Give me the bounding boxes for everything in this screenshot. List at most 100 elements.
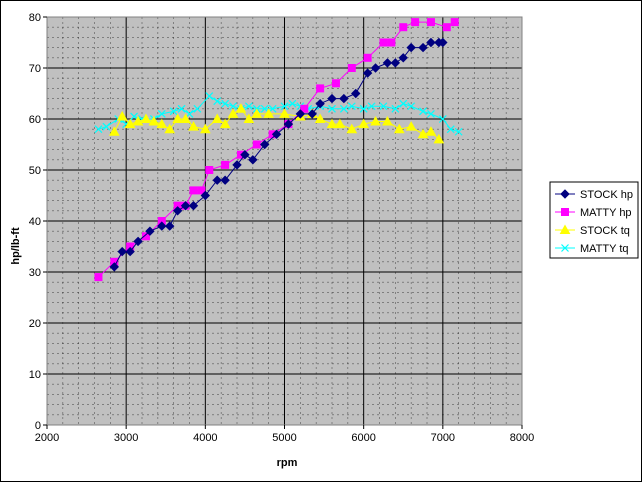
- marker-stroke: [561, 244, 569, 252]
- data-point-stock-tq: [132, 116, 144, 126]
- marker-stroke: [260, 104, 269, 113]
- data-point-matty-tq: [94, 125, 103, 134]
- data-point-stock-tq: [243, 113, 255, 123]
- legend-label-stock-tq: STOCK tq: [580, 225, 630, 237]
- marker-stroke: [359, 104, 368, 113]
- data-point-matty-tq: [438, 115, 447, 123]
- data-point-stock-tq: [116, 110, 128, 121]
- data-point-stock-hp: [315, 98, 325, 109]
- data-point-stock-tq: [425, 126, 437, 136]
- data-point-stock-tq: [393, 123, 405, 134]
- x-tick-label: 5000: [272, 432, 296, 444]
- data-point-matty-hp: [387, 38, 396, 47]
- data-point-matty-tq: [359, 104, 368, 113]
- data-point-stock-hp: [438, 37, 448, 48]
- marker-stroke: [229, 102, 237, 111]
- data-point-matty-hp: [411, 18, 420, 27]
- data-point-matty-hp: [197, 186, 206, 195]
- data-point-stock-tq: [433, 133, 445, 144]
- data-point-stock-hp: [362, 68, 373, 78]
- y-tick-label: 60: [29, 114, 41, 126]
- marker-stroke: [347, 102, 356, 111]
- data-point-matty-hp: [94, 273, 103, 282]
- data-point-matty-tq: [347, 102, 356, 111]
- data-point-matty-tq: [419, 107, 427, 116]
- data-point-matty-tq: [280, 102, 289, 111]
- data-point-stock-tq: [405, 121, 417, 131]
- data-point-stock-tq: [235, 103, 247, 113]
- marker-stroke: [185, 109, 194, 118]
- marker-stroke: [367, 102, 376, 111]
- data-point-stock-hp: [351, 88, 361, 99]
- data-point-stock-tq: [180, 113, 191, 123]
- data-point-stock-tq: [199, 123, 211, 134]
- data-point-stock-hp: [212, 175, 222, 185]
- data-point-stock-tq: [251, 108, 263, 118]
- data-point-stock-hp: [248, 155, 258, 165]
- data-point-matty-tq: [177, 104, 186, 113]
- data-point-stock-tq: [156, 118, 168, 129]
- y-tick-label: 0: [35, 420, 41, 432]
- marker-stroke: [288, 99, 297, 108]
- data-point-stock-hp: [125, 246, 135, 257]
- data-point-stock-hp: [283, 119, 294, 129]
- marker-stroke: [130, 112, 139, 121]
- data-point-stock-hp: [418, 42, 428, 53]
- data-point-matty-tq: [328, 104, 336, 113]
- data-point-matty-hp: [399, 23, 408, 32]
- data-point-matty-tq: [213, 97, 222, 106]
- data-point-matty-hp: [347, 64, 356, 72]
- data-point-stock-hp: [327, 93, 337, 104]
- marker-stroke: [407, 102, 416, 111]
- data-point-stock-hp: [295, 109, 306, 119]
- legend: STOCK hp MATTY hp STOCK tq MATTY tq: [549, 181, 639, 259]
- data-point-stock-hp: [109, 262, 119, 272]
- marker-stroke: [399, 99, 408, 108]
- y-tick-label: 30: [29, 267, 41, 279]
- data-point-matty-hp: [316, 84, 325, 93]
- data-point-matty-hp: [221, 160, 230, 169]
- y-tick-label: 10: [29, 369, 41, 381]
- data-point-stock-tq: [279, 108, 290, 118]
- legend-marker-matty-hp: [561, 208, 569, 216]
- data-point-stock-hp: [271, 129, 282, 140]
- data-point-matty-hp: [442, 23, 451, 32]
- data-point-stock-hp: [370, 63, 381, 73]
- legend-marker-matty-tq: [561, 244, 569, 252]
- data-point-stock-tq: [263, 108, 275, 118]
- legend-label-matty-tq: MATTY tq: [580, 243, 629, 255]
- marker-stroke: [438, 115, 447, 123]
- marker-stroke: [94, 125, 103, 134]
- marker-stroke: [280, 102, 289, 111]
- data-point-stock-tq: [227, 108, 239, 118]
- legend-label-matty-hp: MATTY hp: [580, 207, 632, 219]
- data-point-stock-tq: [124, 118, 136, 129]
- data-point-stock-tq: [211, 113, 223, 123]
- x-tick-label: 8000: [510, 432, 534, 444]
- marker-stroke: [446, 125, 455, 134]
- data-point-matty-tq: [379, 102, 388, 111]
- data-point-matty-tq: [205, 92, 214, 100]
- data-point-stock-tq: [108, 126, 120, 136]
- data-point-stock-hp: [406, 42, 416, 53]
- data-point-matty-tq: [193, 104, 202, 113]
- data-point-matty-tq: [454, 127, 463, 136]
- data-point-stock-hp: [188, 200, 199, 211]
- data-point-matty-hp: [141, 232, 150, 241]
- marker-stroke: [391, 104, 400, 113]
- data-point-matty-tq: [185, 109, 194, 118]
- series-stock-hp: [109, 37, 448, 272]
- data-point-matty-hp: [363, 53, 372, 62]
- marker-stroke: [213, 97, 222, 106]
- legend-label-stock-hp: STOCK hp: [580, 189, 633, 201]
- data-point-stock-tq: [334, 118, 346, 129]
- data-point-stock-hp: [133, 236, 143, 247]
- x-tick-label: 4000: [193, 432, 217, 444]
- series-stock-tq: [108, 103, 445, 144]
- legend-marker-stock-tq: [559, 224, 571, 234]
- data-point-matty-hp: [205, 166, 214, 174]
- data-point-stock-tq: [172, 113, 183, 123]
- data-point-matty-hp: [252, 140, 261, 149]
- legend-marker-stock-hp: [560, 189, 570, 199]
